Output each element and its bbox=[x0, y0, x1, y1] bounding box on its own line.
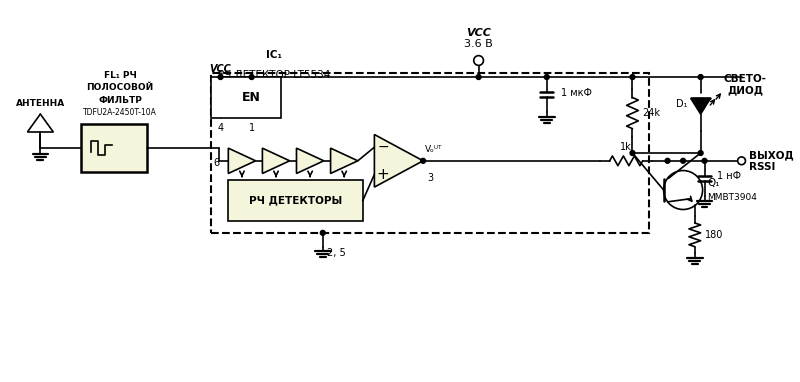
Circle shape bbox=[250, 74, 254, 79]
Text: 3: 3 bbox=[427, 173, 433, 183]
Text: АНТЕННА: АНТЕННА bbox=[16, 99, 65, 108]
Text: Vₒᵁᵀ: Vₒᵁᵀ bbox=[425, 145, 442, 154]
Text: MMBT3904: MMBT3904 bbox=[707, 193, 758, 202]
Circle shape bbox=[681, 159, 686, 163]
Text: VСС: VСС bbox=[466, 28, 491, 38]
Text: 6: 6 bbox=[214, 158, 220, 168]
Text: 1 мкФ: 1 мкФ bbox=[562, 87, 592, 98]
Text: Q₁: Q₁ bbox=[707, 178, 720, 188]
Circle shape bbox=[702, 159, 707, 163]
Text: IC₁: IC₁ bbox=[266, 50, 282, 60]
Bar bbox=[228, 180, 362, 221]
Text: TDFU2A-2450T-10A: TDFU2A-2450T-10A bbox=[83, 108, 157, 117]
Text: 1 нФ: 1 нФ bbox=[717, 172, 742, 181]
Polygon shape bbox=[330, 148, 358, 173]
Circle shape bbox=[544, 74, 550, 79]
Text: 2, 5: 2, 5 bbox=[326, 248, 346, 259]
Text: ВЫХОД
RSSI: ВЫХОД RSSI bbox=[750, 150, 794, 172]
Polygon shape bbox=[691, 99, 710, 114]
Text: РЧ ДЕТЕКТОР LT5534: РЧ ДЕТЕКТОР LT5534 bbox=[218, 70, 330, 80]
Polygon shape bbox=[374, 134, 423, 187]
Text: 4: 4 bbox=[218, 123, 223, 133]
Circle shape bbox=[698, 151, 703, 155]
Circle shape bbox=[738, 157, 746, 165]
Text: EN: EN bbox=[242, 91, 261, 104]
Text: +: + bbox=[377, 167, 390, 182]
Text: СВЕТО-
ДИОД: СВЕТО- ДИОД bbox=[724, 74, 767, 96]
Bar bbox=[210, 77, 281, 118]
Polygon shape bbox=[297, 148, 324, 173]
Text: FL₁ РЧ: FL₁ РЧ bbox=[104, 71, 137, 80]
Circle shape bbox=[320, 230, 326, 235]
Circle shape bbox=[218, 74, 223, 79]
Bar bbox=[82, 124, 147, 173]
Text: D₁: D₁ bbox=[675, 99, 687, 109]
Circle shape bbox=[630, 74, 635, 79]
Text: 1: 1 bbox=[249, 123, 254, 133]
Circle shape bbox=[665, 159, 670, 163]
Text: 3.6 В: 3.6 В bbox=[464, 39, 493, 49]
Text: 1k: 1k bbox=[620, 142, 632, 152]
Polygon shape bbox=[228, 148, 255, 173]
Text: ФИЛЬТР: ФИЛЬТР bbox=[98, 96, 142, 105]
Text: РЧ ДЕТЕКТОРЫ: РЧ ДЕТЕКТОРЫ bbox=[249, 196, 342, 206]
Circle shape bbox=[421, 159, 426, 163]
Circle shape bbox=[476, 74, 481, 79]
Circle shape bbox=[474, 56, 483, 65]
Text: 24k: 24k bbox=[642, 108, 660, 118]
Text: 180: 180 bbox=[705, 230, 723, 240]
Bar bbox=[210, 73, 649, 233]
Text: VСС: VСС bbox=[210, 64, 231, 74]
Polygon shape bbox=[262, 148, 290, 173]
Circle shape bbox=[698, 74, 703, 79]
Text: −: − bbox=[378, 140, 389, 154]
Text: ПОЛОСОВОЙ: ПОЛОСОВОЙ bbox=[86, 83, 154, 92]
Circle shape bbox=[630, 151, 635, 155]
